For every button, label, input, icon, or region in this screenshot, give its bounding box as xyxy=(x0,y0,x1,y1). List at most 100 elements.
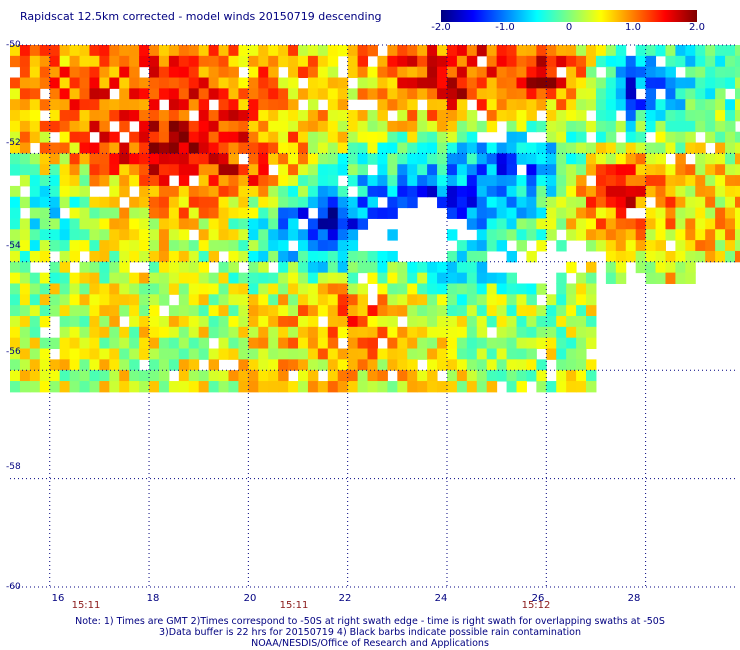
heatmap-cell xyxy=(566,131,577,144)
heatmap-cell xyxy=(437,294,448,306)
heatmap-cell xyxy=(119,153,130,165)
heatmap-cell xyxy=(19,120,31,133)
heatmap-cell xyxy=(288,348,299,360)
heatmap-cell xyxy=(586,261,597,274)
heatmap-cell xyxy=(158,142,170,154)
heatmap-cell xyxy=(397,381,408,393)
heatmap-cell xyxy=(298,185,309,198)
heatmap-cell xyxy=(307,218,319,230)
heatmap-cell xyxy=(218,55,229,68)
heatmap-cell xyxy=(59,326,71,339)
heatmap-cell xyxy=(59,305,71,317)
heatmap-cell xyxy=(268,131,279,144)
heatmap-cell xyxy=(39,359,51,371)
heatmap-cell xyxy=(476,164,488,176)
heatmap-cell xyxy=(228,261,239,274)
heatmap-cell xyxy=(526,316,537,328)
heatmap-cell xyxy=(149,120,160,133)
heatmap-cell xyxy=(228,250,239,263)
heatmap-cell xyxy=(109,207,120,219)
heatmap-cell xyxy=(10,316,21,328)
heatmap-cell xyxy=(367,272,378,284)
heatmap-cell xyxy=(149,218,160,230)
heatmap-cell xyxy=(10,55,21,68)
heatmap-cell xyxy=(685,77,696,89)
heatmap-cell xyxy=(377,55,388,68)
heatmap-cell xyxy=(59,240,71,252)
heatmap-cell xyxy=(178,359,190,371)
heatmap-cell xyxy=(89,359,100,371)
heatmap-cell xyxy=(327,164,339,176)
heatmap-cell xyxy=(119,381,130,393)
heatmap-cell xyxy=(576,175,587,187)
heatmap-cell xyxy=(218,337,229,350)
heatmap-cell xyxy=(506,120,518,133)
heatmap-cell xyxy=(99,250,110,263)
heatmap-cell xyxy=(327,283,339,295)
heatmap-cell xyxy=(576,370,587,382)
heatmap-cell xyxy=(198,337,210,350)
heatmap-cell xyxy=(218,240,229,252)
heatmap-cell xyxy=(456,240,468,252)
heatmap-cell xyxy=(109,218,120,230)
heatmap-cell xyxy=(317,272,329,284)
heatmap-cell xyxy=(228,381,239,393)
heatmap-cell xyxy=(19,99,31,111)
heatmap-cell xyxy=(10,250,21,263)
heatmap-cell xyxy=(218,305,229,317)
heatmap-cell xyxy=(149,164,160,176)
heatmap-cell xyxy=(377,99,388,111)
heatmap-cell xyxy=(258,370,269,382)
heatmap-cell xyxy=(566,326,577,339)
heatmap-cell xyxy=(178,207,190,219)
lon-label: 22 xyxy=(338,593,352,604)
heatmap-cell xyxy=(437,348,448,360)
heatmap-cell xyxy=(327,272,339,284)
heatmap-cell xyxy=(506,294,518,306)
heatmap-cell xyxy=(665,229,676,241)
heatmap-cell xyxy=(258,261,269,274)
heatmap-cell xyxy=(158,381,170,393)
heatmap-cell xyxy=(466,250,478,263)
heatmap-cell xyxy=(178,99,190,111)
heatmap-cell xyxy=(99,207,110,219)
heatmap-cell xyxy=(446,110,458,122)
heatmap-cell xyxy=(109,272,120,284)
heatmap-cell xyxy=(377,120,388,133)
heatmap-cell xyxy=(536,337,547,350)
heatmap-cell xyxy=(486,142,498,154)
heatmap-cell xyxy=(397,77,408,89)
heatmap-cell xyxy=(178,55,190,68)
heatmap-cell xyxy=(10,164,21,176)
heatmap-cell xyxy=(238,294,249,306)
heatmap-cell xyxy=(536,66,547,79)
heatmap-cell xyxy=(566,370,577,382)
heatmap-cell xyxy=(258,120,269,133)
heatmap-cell xyxy=(556,120,567,133)
heatmap-cell xyxy=(327,326,339,339)
heatmap-cell xyxy=(317,294,329,306)
heatmap-cell xyxy=(298,381,309,393)
heatmap-cell xyxy=(625,131,637,144)
heatmap-cell xyxy=(516,175,527,187)
heatmap-cell xyxy=(10,77,21,89)
heatmap-cell xyxy=(317,240,329,252)
heatmap-cell xyxy=(635,110,647,122)
heatmap-cell xyxy=(387,131,398,144)
heatmap-cell xyxy=(486,218,498,230)
heatmap-cell xyxy=(576,196,587,209)
heatmap-cell xyxy=(178,153,190,165)
heatmap-cell xyxy=(476,240,488,252)
heatmap-cell xyxy=(129,272,140,284)
heatmap-cell xyxy=(695,175,706,187)
heatmap-cell xyxy=(655,207,666,219)
heatmap-cell xyxy=(665,175,676,187)
heatmap-cell xyxy=(278,45,289,57)
heatmap-cell xyxy=(695,218,706,230)
heatmap-cell xyxy=(307,272,319,284)
heatmap-cell xyxy=(198,99,210,111)
heatmap-cell xyxy=(288,316,299,328)
heatmap-cell xyxy=(29,381,41,393)
heatmap-cell xyxy=(337,240,349,252)
heatmap-cell xyxy=(307,153,319,165)
